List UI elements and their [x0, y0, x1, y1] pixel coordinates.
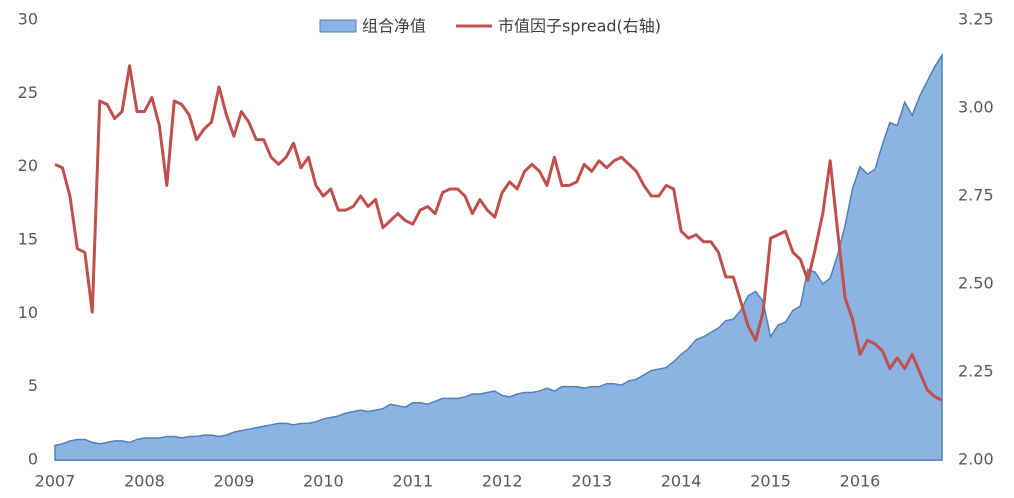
area [54, 52, 943, 461]
y-tick-label: 20 [18, 156, 38, 175]
y-tick-label: 5 [28, 376, 38, 395]
x-tick-label: 2013 [571, 472, 612, 491]
y2-tick-label: 2.00 [958, 450, 994, 469]
x-tick-label: 2016 [840, 472, 881, 491]
y-tick-label: 15 [18, 230, 38, 249]
y-tick-label: 0 [28, 450, 38, 469]
y2-tick-label: 3.00 [958, 98, 994, 117]
y-tick-label: 25 [18, 83, 38, 102]
x-tick-label: 2010 [303, 472, 344, 491]
y2-tick-label: 3.25 [958, 10, 994, 29]
x-tick-label: 2007 [35, 472, 76, 491]
legend-label: 市值因子spread(右轴) [498, 17, 661, 36]
y2-tick-label: 2.25 [958, 362, 994, 381]
y-tick-label: 30 [18, 10, 38, 29]
legend-swatch [319, 19, 357, 33]
x-tick-label: 2014 [661, 472, 702, 491]
legend-label: 组合净值 [362, 17, 426, 36]
y-tick-label: 10 [18, 303, 38, 322]
x-tick-label: 2012 [482, 472, 523, 491]
x-tick-label: 2009 [214, 472, 255, 491]
x-tick-label: 2008 [124, 472, 165, 491]
line [54, 64, 943, 402]
x-tick-label: 2015 [750, 472, 791, 491]
y2-tick-label: 2.75 [958, 186, 994, 205]
y2-tick-label: 2.50 [958, 274, 994, 293]
x-tick-label: 2011 [392, 472, 433, 491]
